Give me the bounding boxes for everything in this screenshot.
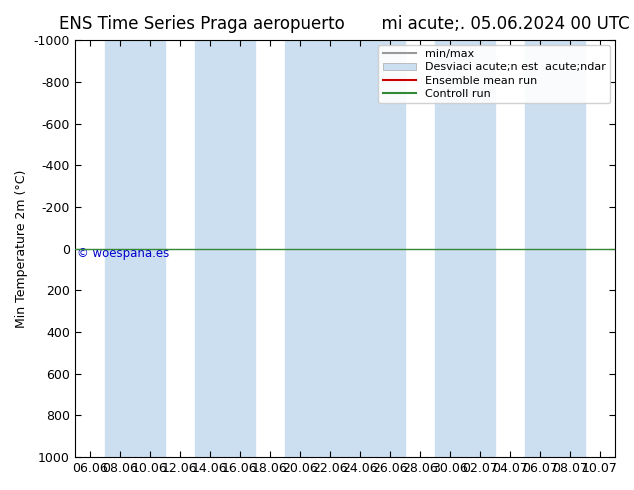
- Legend: min/max, Desviaci acute;n est  acute;ndar, Ensemble mean run, Controll run: min/max, Desviaci acute;n est acute;ndar…: [378, 45, 611, 103]
- Bar: [435, 40, 495, 457]
- Y-axis label: Min Temperature 2m (°C): Min Temperature 2m (°C): [15, 170, 28, 328]
- Bar: [525, 40, 585, 457]
- Text: © woespana.es: © woespana.es: [77, 246, 170, 260]
- Bar: [105, 40, 165, 457]
- Bar: [345, 40, 404, 457]
- Title: ENS Time Series Praga aeropuerto       mi acute;. 05.06.2024 00 UTC: ENS Time Series Praga aeropuerto mi acut…: [60, 15, 630, 33]
- Bar: [285, 40, 345, 457]
- Bar: [195, 40, 255, 457]
